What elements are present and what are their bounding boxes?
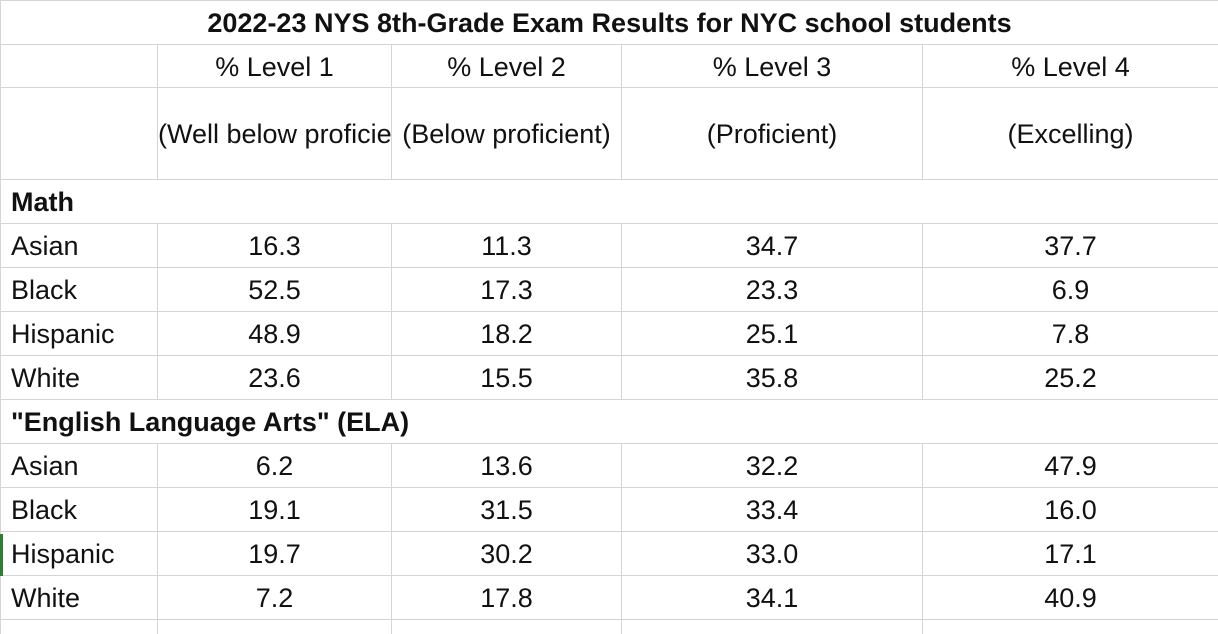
section-row-ela: "English Language Arts" (ELA) (1, 400, 1218, 444)
value-cell[interactable]: 48.9 (158, 312, 392, 356)
value-cell[interactable]: 17.8 (392, 576, 622, 620)
value-cell[interactable]: 23.3 (622, 268, 923, 312)
table-row: Black 19.1 31.5 33.4 16.0 (1, 488, 1218, 532)
group-cell[interactable]: Hispanic (1, 312, 158, 356)
empty-row (1, 620, 1218, 634)
header-level-1[interactable]: % Level 1 (158, 45, 392, 88)
section-label-ela[interactable]: "English Language Arts" (ELA) (1, 400, 1218, 444)
group-cell[interactable]: Hispanic (1, 532, 158, 576)
group-cell[interactable]: Asian (1, 444, 158, 488)
table-title[interactable]: 2022-23 NYS 8th-Grade Exam Results for N… (1, 1, 1218, 45)
header-level-3[interactable]: % Level 3 (622, 45, 923, 88)
subheader-row: (Well below proficient) (Below proficien… (1, 88, 1218, 180)
group-cell[interactable]: Asian (1, 224, 158, 268)
header-row: % Level 1 % Level 2 % Level 3 % Level 4 (1, 45, 1218, 88)
empty-cell[interactable] (392, 620, 622, 634)
header-level-4[interactable]: % Level 4 (923, 45, 1218, 88)
subheader-level-3[interactable]: (Proficient) (622, 88, 923, 180)
value-cell[interactable]: 18.2 (392, 312, 622, 356)
value-cell[interactable]: 17.3 (392, 268, 622, 312)
subheader-blank-cell[interactable] (1, 88, 158, 180)
active-row-indicator (0, 534, 3, 576)
subheader-level-1[interactable]: (Well below proficient) (158, 88, 392, 180)
table-row: Hispanic 48.9 18.2 25.1 7.8 (1, 312, 1218, 356)
table-row: Hispanic 19.7 30.2 33.0 17.1 (1, 532, 1218, 576)
value-cell[interactable]: 7.2 (158, 576, 392, 620)
value-cell[interactable]: 16.3 (158, 224, 392, 268)
table-row: White 23.6 15.5 35.8 25.2 (1, 356, 1218, 400)
table-row: White 7.2 17.8 34.1 40.9 (1, 576, 1218, 620)
group-cell[interactable]: White (1, 356, 158, 400)
subheader-level-2[interactable]: (Below proficient) (392, 88, 622, 180)
value-cell[interactable]: 25.1 (622, 312, 923, 356)
value-cell[interactable]: 7.8 (923, 312, 1218, 356)
value-cell[interactable]: 23.6 (158, 356, 392, 400)
header-blank-cell[interactable] (1, 45, 158, 88)
value-cell[interactable]: 32.2 (622, 444, 923, 488)
value-cell[interactable]: 33.4 (622, 488, 923, 532)
value-cell[interactable]: 30.2 (392, 532, 622, 576)
table-row: Asian 16.3 11.3 34.7 37.7 (1, 224, 1218, 268)
group-cell[interactable]: Black (1, 488, 158, 532)
value-cell[interactable]: 37.7 (923, 224, 1218, 268)
value-cell[interactable]: 6.2 (158, 444, 392, 488)
value-cell[interactable]: 16.0 (923, 488, 1218, 532)
value-cell[interactable]: 34.7 (622, 224, 923, 268)
value-cell[interactable]: 33.0 (622, 532, 923, 576)
value-cell[interactable]: 13.6 (392, 444, 622, 488)
empty-cell[interactable] (622, 620, 923, 634)
section-label-math[interactable]: Math (1, 180, 1218, 224)
value-cell[interactable]: 6.9 (923, 268, 1218, 312)
value-cell[interactable]: 31.5 (392, 488, 622, 532)
title-row: 2022-23 NYS 8th-Grade Exam Results for N… (1, 1, 1218, 45)
section-row-math: Math (1, 180, 1218, 224)
value-cell[interactable]: 35.8 (622, 356, 923, 400)
empty-cell[interactable] (923, 620, 1218, 634)
value-cell[interactable]: 47.9 (923, 444, 1218, 488)
group-cell[interactable]: Black (1, 268, 158, 312)
empty-cell[interactable] (158, 620, 392, 634)
header-level-2[interactable]: % Level 2 (392, 45, 622, 88)
group-cell[interactable]: White (1, 576, 158, 620)
subheader-level-4[interactable]: (Excelling) (923, 88, 1218, 180)
value-cell[interactable]: 11.3 (392, 224, 622, 268)
value-cell[interactable]: 25.2 (923, 356, 1218, 400)
value-cell[interactable]: 34.1 (622, 576, 923, 620)
table-row: Asian 6.2 13.6 32.2 47.9 (1, 444, 1218, 488)
empty-cell[interactable] (1, 620, 158, 634)
value-cell[interactable]: 40.9 (923, 576, 1218, 620)
value-cell[interactable]: 19.1 (158, 488, 392, 532)
value-cell[interactable]: 15.5 (392, 356, 622, 400)
value-cell[interactable]: 17.1 (923, 532, 1218, 576)
table-row: Black 52.5 17.3 23.3 6.9 (1, 268, 1218, 312)
value-cell[interactable]: 52.5 (158, 268, 392, 312)
value-cell[interactable]: 19.7 (158, 532, 392, 576)
